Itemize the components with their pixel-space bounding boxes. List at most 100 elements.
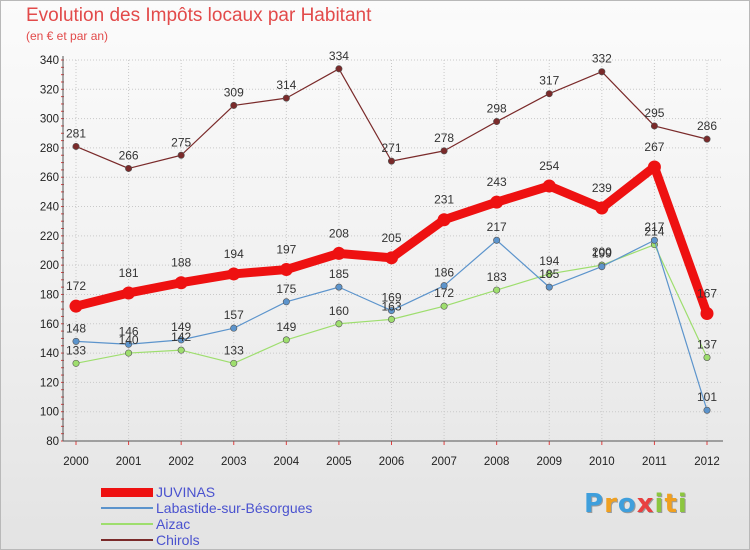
data-label-labastide-sur-b-sorgues: 186 [434,266,454,280]
data-label-labastide-sur-b-sorgues: 175 [276,282,296,296]
x-tick-label: 2003 [221,456,247,468]
data-point-aizac [335,320,343,328]
data-point-labastide-sur-b-sorgues [282,298,290,306]
y-tick-label: 100 [40,407,59,419]
y-tick-label: 200 [40,260,59,272]
data-label-labastide-sur-b-sorgues: 185 [329,267,349,281]
x-tick-label: 2007 [431,456,457,468]
data-label-aizac: 163 [381,299,401,313]
data-point-chirols [598,68,606,76]
data-label-chirols: 332 [592,52,612,66]
data-label-chirols: 278 [434,131,454,145]
data-label-chirols: 334 [329,49,349,63]
data-label-aizac: 137 [697,337,717,351]
legend-label: Chirols [156,532,200,548]
data-label-aizac: 172 [434,286,454,300]
data-point-aizac [72,359,80,367]
data-point-labastide-sur-b-sorgues [440,282,448,290]
data-label-chirols: 271 [381,141,401,155]
data-point-aizac [177,346,185,354]
data-point-juvinas [595,201,609,215]
data-point-labastide-sur-b-sorgues [125,340,133,348]
data-point-juvinas [227,267,241,281]
y-tick-label: 220 [40,231,59,243]
data-point-aizac [125,349,133,357]
data-label-juvinas: 181 [119,266,139,280]
y-tick-label: 80 [46,436,59,448]
data-label-aizac: 140 [119,333,139,347]
logo-letter: P [584,489,605,519]
legend-item: Labastide-sur-Bésorgues [101,500,421,516]
data-point-juvinas [122,286,136,300]
y-tick-label: 160 [40,319,59,331]
data-point-chirols [440,147,448,155]
data-label-aizac: 133 [66,343,86,357]
data-label-juvinas: 197 [276,243,296,257]
data-label-aizac: 214 [644,225,664,239]
logo-letter: x [636,489,655,519]
legend-swatch [101,507,153,509]
legend-item: Chirols [101,532,421,548]
data-label-juvinas: 243 [487,175,507,189]
legend-item: Aizac [101,516,421,532]
data-label-aizac: 149 [276,320,296,334]
data-label-labastide-sur-b-sorgues: 199 [592,247,612,261]
data-label-chirols: 314 [276,78,296,92]
data-label-chirols: 298 [487,102,507,116]
y-tick-label: 340 [40,55,59,67]
data-point-aizac [545,270,553,278]
data-label-labastide-sur-b-sorgues: 169 [381,291,401,305]
data-point-labastide-sur-b-sorgues [650,236,658,244]
data-label-juvinas: 254 [539,159,559,173]
data-point-juvinas [542,179,556,193]
data-label-juvinas: 231 [434,193,454,207]
legend-label: Labastide-sur-Bésorgues [156,500,313,516]
data-point-aizac [230,359,238,367]
legend-item: JUVINAS [101,484,421,500]
grid [63,59,723,442]
data-point-chirols [650,122,658,130]
data-point-labastide-sur-b-sorgues [545,283,553,291]
data-point-aizac [387,315,395,323]
chart-title: Evolution des Impôts locaux par Habitant [26,5,372,26]
legend-swatch [101,523,153,525]
data-point-juvinas [647,160,661,174]
data-label-chirols: 275 [171,135,191,149]
data-label-aizac: 133 [224,343,244,357]
data-point-chirols [230,101,238,109]
data-point-aizac [282,336,290,344]
data-point-labastide-sur-b-sorgues [493,236,501,244]
legend: JUVINAS Labastide-sur-Bésorgues Aizac Chiro… [101,484,421,548]
data-point-chirols [703,135,711,143]
data-label-juvinas: 205 [381,231,401,245]
x-tick-label: 2001 [116,456,142,468]
data-point-juvinas [700,307,714,321]
y-tick-label: 180 [40,289,59,301]
x-tick-label: 2010 [589,456,615,468]
data-point-chirols [282,94,290,102]
x-tick-label: 2005 [326,456,352,468]
data-label-labastide-sur-b-sorgues: 217 [487,220,507,234]
data-label-labastide-sur-b-sorgues: 148 [66,321,86,335]
data-point-labastide-sur-b-sorgues [703,406,711,414]
data-label-aizac: 200 [592,245,612,259]
chart-subtitle: (en € et par an) [26,29,109,43]
data-point-chirols [125,164,133,172]
y-tick-label: 120 [40,377,59,389]
x-tick-label: 2000 [63,456,89,468]
x-tick-label: 2008 [484,456,510,468]
x-tick-label: 2004 [274,456,300,468]
y-tick-label: 140 [40,348,59,360]
x-tick-label: 2009 [536,456,562,468]
data-point-labastide-sur-b-sorgues [335,283,343,291]
legend-label: JUVINAS [156,484,216,500]
data-point-aizac [703,353,711,361]
data-point-labastide-sur-b-sorgues [387,307,395,315]
data-point-chirols [177,151,185,159]
data-point-aizac [493,286,501,294]
data-point-chirols [545,90,553,98]
data-label-chirols: 281 [66,126,86,140]
x-tick-label: 2012 [694,456,720,468]
logo-letter: o [617,489,637,519]
